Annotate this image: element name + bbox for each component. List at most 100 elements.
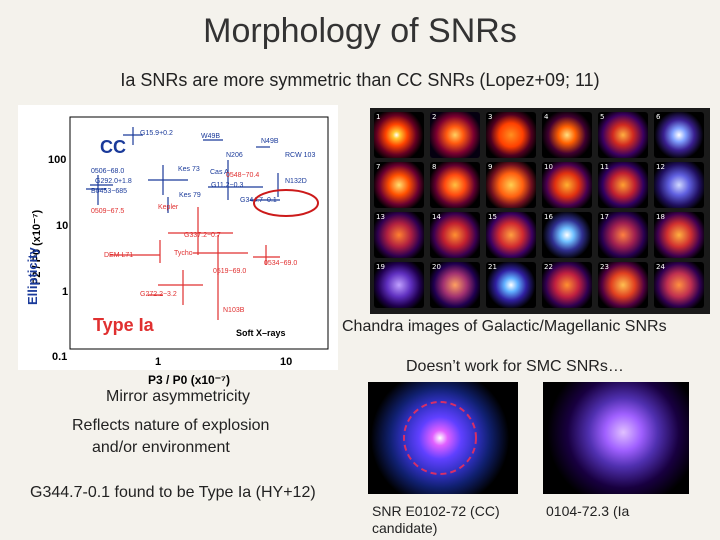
point-label: B0453−685 [91, 188, 127, 195]
slide-subtitle: Ia SNRs are more symmetric than CC SNRs … [120, 70, 600, 90]
point-label: Tycho [174, 250, 193, 257]
x-tick-label: 10 [280, 356, 292, 368]
point-label: G337.2−0.7 [184, 232, 221, 239]
point-label: N132D [285, 178, 307, 185]
ellipticity-axis-label: Ellipticity [25, 247, 40, 305]
tile-number: 16 [544, 213, 553, 221]
tile-number: 10 [544, 163, 553, 171]
tile-number: 2 [432, 113, 437, 121]
point-label: 0506−68.0 [91, 168, 124, 175]
snr-tile: 11 [598, 162, 648, 208]
mirror-asymmetricity: Mirror asymmetricity [106, 388, 250, 405]
slide-title: Morphology of SNRs [203, 12, 517, 50]
snr-tile: 15 [486, 212, 536, 258]
snr-tile: 8 [430, 162, 480, 208]
tile-number: 20 [432, 263, 441, 271]
tile-number: 22 [544, 263, 553, 271]
tile-number: 3 [488, 113, 493, 121]
snr-tile: 6 [654, 112, 704, 158]
y-axis-formula: P2 / P0 (x10⁻⁷) [31, 210, 43, 285]
point-label: G272.2−3.2 [140, 291, 177, 298]
snr-image-mosaic: 1 2 3 4 5 6 7 8 9 10 11 12 13 14 15 16 1… [370, 108, 710, 314]
point-label: DEM L71 [104, 252, 133, 259]
tile-number: 24 [656, 263, 665, 271]
point-label: N103B [223, 307, 245, 314]
snr-tile: 22 [542, 262, 592, 308]
snr-tile: 7 [374, 162, 424, 208]
point-label: 0548−70.4 [226, 172, 259, 179]
mosaic-caption: Chandra images of Galactic/Magellanic SN… [342, 318, 667, 335]
point-label: Kes 79 [179, 192, 201, 199]
snr-tile: 13 [374, 212, 424, 258]
tile-number: 8 [432, 163, 437, 171]
snr-tile: 19 [374, 262, 424, 308]
highlight-ellipse [253, 189, 319, 217]
x-tick-label: 1 [155, 356, 161, 368]
tile-number: 12 [656, 163, 665, 171]
snr-tile: 14 [430, 212, 480, 258]
x-axis-formula: P3 / P0 (x10⁻⁷) [148, 373, 230, 387]
red-ring [403, 401, 477, 475]
tile-number: 18 [656, 213, 665, 221]
cc-region-label: CC [100, 137, 126, 157]
point-label: G15.9+0.2 [140, 130, 173, 137]
photo-caption-e0102-line-2: candidate) [372, 520, 438, 536]
photo-caption-e0102-line-1: SNR E0102-72 (CC) [372, 503, 500, 519]
tile-number: 17 [600, 213, 609, 221]
point-label: Kes 73 [178, 166, 200, 173]
y-tick-label: 10 [56, 220, 68, 232]
reflects-line-1: Reflects nature of explosion [72, 417, 270, 434]
plot-frame [69, 116, 329, 350]
tile-number: 6 [656, 113, 661, 121]
snr-tile: 5 [598, 112, 648, 158]
snr-tile: 1 [374, 112, 424, 158]
plot-svg: 100 10 1 0.1 1 10 P2 / P0 (x10⁻⁷) [31, 116, 329, 368]
e0102-overlay [403, 401, 477, 475]
snr-tile: 12 [654, 162, 704, 208]
tile-number: 13 [376, 213, 385, 221]
point-label: 0519−69.0 [213, 268, 246, 275]
snr-tile: 23 [598, 262, 648, 308]
photo-caption-0104: 0104-72.3 (Ia [546, 503, 630, 519]
tile-number: 21 [488, 263, 497, 271]
tile-number: 14 [432, 213, 441, 221]
point-label: G292.0+1.8 [95, 178, 132, 185]
tile-number: 11 [600, 163, 609, 171]
snr-tile: 3 [486, 112, 536, 158]
reflects-line-2: and/or environment [92, 439, 230, 456]
ia-points [110, 207, 280, 320]
snr-tile: 2 [430, 112, 480, 158]
cc-points [86, 127, 280, 213]
point-label: Cas A [210, 169, 229, 176]
snr-tile: 18 [654, 212, 704, 258]
point-label: G344.7−0.1 [240, 197, 277, 204]
snr-tile: 20 [430, 262, 480, 308]
point-label: Kepler [158, 204, 179, 211]
snr-tile: 16 [542, 212, 592, 258]
g344-statement: G344.7-0.1 found to be Type Ia (HY+12) [30, 484, 316, 501]
tile-number: 15 [488, 213, 497, 221]
point-label: 0534−69.0 [264, 260, 297, 267]
snr-tile: 24 [654, 262, 704, 308]
tile-number: 5 [600, 113, 605, 121]
snr-tile: 17 [598, 212, 648, 258]
tile-number: 9 [488, 163, 493, 171]
tile-number: 4 [544, 113, 549, 121]
ellipticity-plot: 100 10 1 0.1 1 10 P2 / P0 (x10⁻⁷) [18, 105, 338, 370]
tile-number: 23 [600, 263, 609, 271]
snr-tile: 9 [486, 162, 536, 208]
point-label: N206 [226, 152, 243, 159]
smc-note: Doesn’t work for SMC SNRs… [406, 358, 624, 375]
y-tick-label: 0.1 [52, 351, 67, 363]
y-tick-label: 100 [48, 154, 66, 166]
point-label: 0509−67.5 [91, 208, 124, 215]
tile-number: 7 [376, 163, 381, 171]
band-label: Soft X–rays [236, 328, 286, 338]
tile-number: 1 [376, 113, 381, 121]
snr-tile: 10 [542, 162, 592, 208]
tile-number: 19 [376, 263, 385, 271]
snr-tile: 21 [486, 262, 536, 308]
point-label: W49B [201, 133, 220, 140]
ia-point-labels: G337.2−0.7 Tycho 0534−69.0 0519−69.0 DEM… [104, 232, 297, 314]
cc-point-labels: G15.9+0.2 W49B N49B N206 RCW 103 0506−68… [91, 130, 315, 215]
